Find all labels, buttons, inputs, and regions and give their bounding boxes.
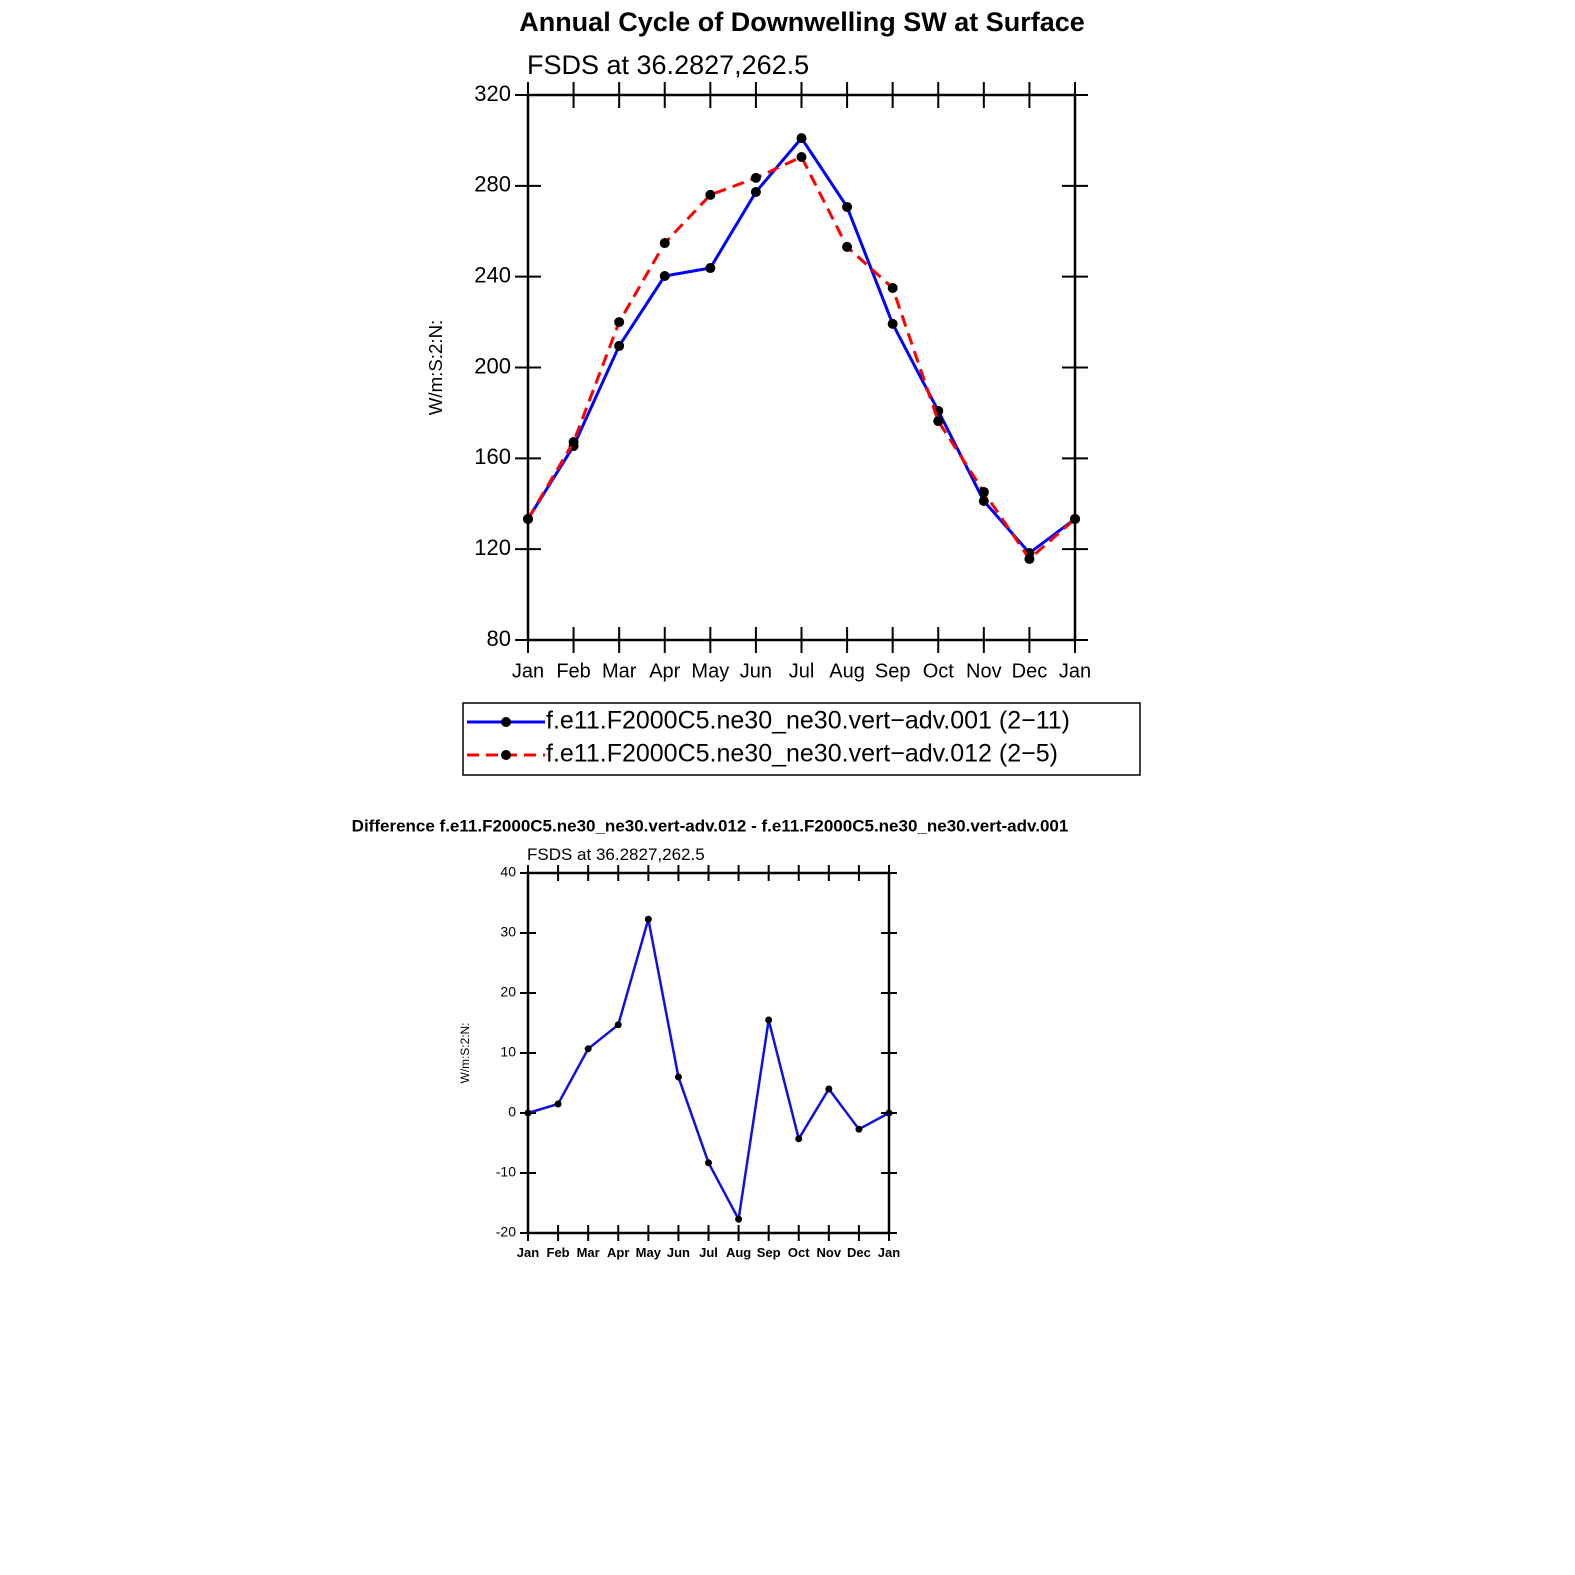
legend-label: f.e11.F2000C5.ne30_ne30.vert−adv.012 (2−… (546, 740, 1058, 768)
data-point (735, 1215, 743, 1223)
chart-title: Annual Cycle of Downwelling SW at Surfac… (519, 7, 1085, 37)
x-tick-label: Jan (1059, 660, 1091, 682)
data-point (887, 283, 898, 294)
y-tick-label: -20 (496, 1224, 516, 1240)
legend-label: f.e11.F2000C5.ne30_ne30.vert−adv.001 (2−… (546, 707, 1070, 735)
data-point (524, 1109, 532, 1117)
data-point (765, 1016, 773, 1024)
y-tick-label: 120 (474, 535, 511, 560)
data-point (1070, 513, 1080, 524)
data-point (842, 241, 853, 252)
x-tick-label: Nov (966, 660, 1002, 682)
data-point (705, 263, 716, 274)
data-point (933, 416, 944, 427)
y-tick-label: 40 (500, 864, 516, 880)
x-tick-label: Jun (740, 660, 772, 682)
chart-title: Difference f.e11.F2000C5.ne30_ne30.vert-… (352, 816, 1069, 835)
x-tick-label: Jan (878, 1245, 900, 1260)
x-tick-label: Apr (649, 660, 680, 682)
data-point (796, 151, 807, 162)
x-tick-label: Mar (577, 1245, 600, 1260)
y-tick-label: 0 (508, 1104, 516, 1120)
x-tick-label: Dec (847, 1245, 871, 1260)
data-point (674, 1073, 682, 1081)
x-tick-label: Aug (829, 660, 865, 682)
x-tick-label: Jul (699, 1245, 718, 1260)
x-tick-label: Jan (512, 660, 544, 682)
data-point (885, 1109, 893, 1117)
y-tick-label: 30 (500, 924, 516, 940)
data-point (568, 436, 579, 447)
data-point (659, 270, 670, 281)
y-tick-label: 200 (474, 353, 511, 378)
x-tick-label: Oct (923, 660, 955, 682)
data-point (614, 340, 625, 351)
x-tick-label: Jan (517, 1245, 539, 1260)
plot-frame (526, 871, 891, 1235)
x-tick-label: Sep (757, 1245, 781, 1260)
x-tick-label: Feb (547, 1245, 570, 1260)
legend-marker (501, 717, 511, 727)
x-tick-label: Jun (667, 1245, 690, 1260)
y-tick-label: 320 (474, 81, 511, 106)
data-point (825, 1085, 833, 1093)
data-point (705, 189, 716, 200)
y-tick-label: 10 (500, 1044, 516, 1060)
data-point (978, 486, 989, 497)
x-tick-label: Apr (607, 1245, 629, 1260)
y-tick-label: 160 (474, 444, 511, 469)
chart-subtitle: FSDS at 36.2827,262.5 (527, 845, 705, 864)
x-tick-label: May (636, 1245, 662, 1260)
x-tick-label: Mar (602, 660, 637, 682)
x-tick-label: May (691, 660, 729, 682)
y-tick-label: -10 (496, 1164, 516, 1180)
data-point (750, 172, 761, 183)
data-point (644, 915, 652, 923)
x-tick-label: Feb (556, 660, 590, 682)
y-axis-label: W/m:S:2:N: (425, 320, 446, 416)
series-line (527, 918, 890, 1224)
data-point (855, 1125, 863, 1133)
data-point (887, 318, 898, 329)
x-tick-label: Oct (788, 1245, 810, 1260)
data-point (795, 1135, 803, 1143)
data-point (796, 133, 807, 144)
y-axis-label: W/m:S:2:N: (458, 1023, 472, 1084)
x-tick-label: Aug (726, 1245, 751, 1260)
data-point (523, 513, 533, 524)
data-point (584, 1045, 592, 1053)
y-tick-label: 240 (474, 262, 511, 287)
y-tick-label: 20 (500, 984, 516, 1000)
data-point (554, 1100, 562, 1108)
data-point (705, 1159, 712, 1167)
x-tick-label: Nov (817, 1245, 842, 1260)
y-tick-label: 280 (474, 172, 511, 197)
data-point (978, 496, 989, 507)
y-tick-label: 80 (487, 626, 511, 651)
x-tick-label: Sep (875, 660, 911, 682)
data-point (659, 238, 670, 249)
legend-marker (501, 750, 511, 760)
x-tick-label: Jul (789, 660, 815, 682)
chart-subtitle: FSDS at 36.2827,262.5 (527, 50, 809, 80)
data-point (842, 201, 853, 212)
series-line (526, 155, 1076, 562)
data-point (614, 317, 625, 328)
data-point (614, 1021, 622, 1029)
x-tick-label: Dec (1012, 660, 1048, 682)
data-point (750, 186, 761, 197)
legend-box (462, 702, 1141, 776)
data-point (1024, 553, 1035, 564)
